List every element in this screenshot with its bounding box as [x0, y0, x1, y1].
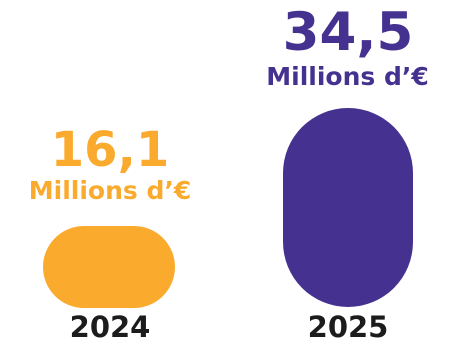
bar-2024 — [43, 226, 175, 308]
value-label-2025: 34,5 — [282, 2, 414, 63]
bar-2025 — [283, 108, 413, 307]
unit-label-2024: Millions d’€ — [28, 176, 192, 205]
category-label-2024: 2024 — [69, 310, 151, 344]
unit-label-2025: Millions d’€ — [266, 62, 429, 91]
category-label-2025: 2025 — [307, 310, 389, 344]
value-label-2024: 16,1 — [50, 122, 170, 178]
